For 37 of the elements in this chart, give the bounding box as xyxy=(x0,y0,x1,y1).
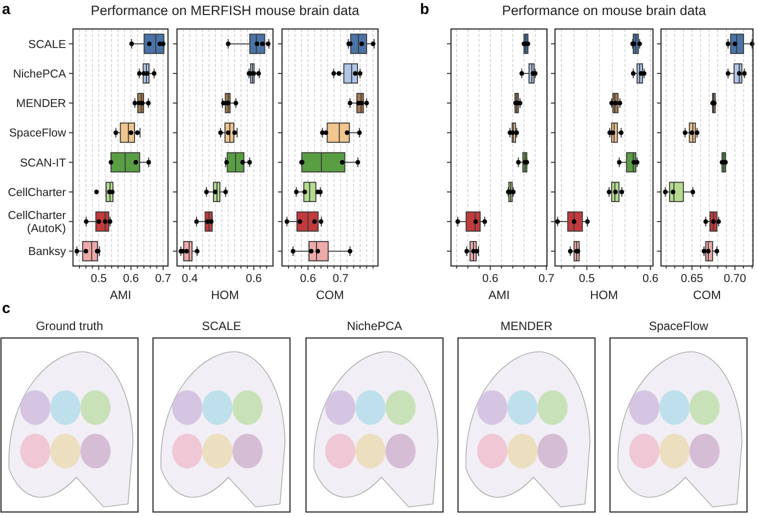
text: MENDER xyxy=(500,319,553,333)
x-axis-title: COM xyxy=(693,288,721,302)
y-tick-label: MENDER xyxy=(16,98,66,110)
chart-title: Performance on mouse brain data xyxy=(502,3,707,18)
x-tick-label: 0.7 xyxy=(538,273,554,285)
text: SpaceFlow xyxy=(648,319,709,333)
x-tick-label: 0.5 xyxy=(578,273,595,285)
y-tick-label: NichePCA xyxy=(12,68,66,80)
x-tick-label: 0.6 xyxy=(300,273,316,285)
y-tick-label: CellCharter (AutoK) xyxy=(8,210,66,236)
x-axis-title: AMI xyxy=(110,288,132,302)
text: SCALE xyxy=(202,319,242,333)
x-tick-label: 0.5 xyxy=(90,273,107,285)
x-axis-title: HOM xyxy=(590,288,618,302)
x-tick-label: 0.6 xyxy=(246,273,262,285)
x-tick-label: 0.65 xyxy=(680,273,704,285)
x-axis-title: HOM xyxy=(211,288,239,302)
y-tick-label: SCALE xyxy=(28,38,66,51)
x-tick-label: 0.70 xyxy=(724,273,746,285)
x-tick-label: 0.7 xyxy=(332,273,349,285)
chart-title: Performance on MERFISH mouse brain data xyxy=(90,3,360,18)
y-tick-label: Banksy xyxy=(28,246,66,258)
y-tick-label: CellCharter xyxy=(8,186,66,199)
text: b xyxy=(420,1,430,18)
y-tick-label: SCAN-IT xyxy=(20,157,66,170)
x-tick-label: 0.7 xyxy=(155,273,172,285)
text: c xyxy=(2,300,10,317)
x-tick-label: 0.6 xyxy=(642,273,658,285)
text: a xyxy=(2,1,11,18)
x-tick-label: 0.4 xyxy=(182,273,198,285)
x-axis-title: AMI xyxy=(488,288,510,302)
y-tick-label: SpaceFlow xyxy=(9,128,67,140)
x-axis-title: COM xyxy=(316,288,344,302)
x-tick-label: 0.6 xyxy=(122,273,139,285)
text: Ground truth xyxy=(36,319,104,333)
text: NichePCA xyxy=(346,319,402,333)
x-tick-label: 0.6 xyxy=(482,273,498,285)
